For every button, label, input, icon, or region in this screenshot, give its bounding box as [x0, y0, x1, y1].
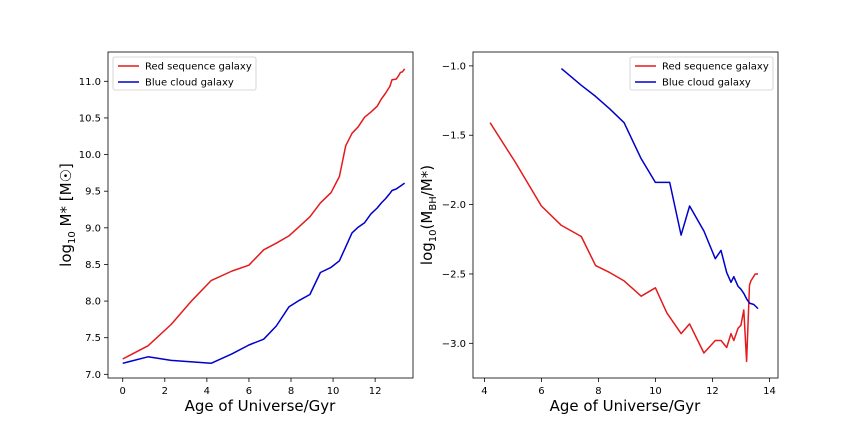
stellar-mass-x-tick-label: 12: [369, 386, 382, 397]
stellar-mass-y-tick-label: 7.0: [85, 370, 101, 381]
bh-ratio-series-lines: [489, 68, 759, 363]
stellar-mass-series-lines: [122, 68, 406, 365]
stellar-mass-y-ticks: 7.0 7.5 8.0 8.5 9.0 9.5 10.0 10.5 11.0: [79, 77, 108, 381]
stellar-mass-x-tick-label: 8: [288, 386, 294, 397]
bh-ratio-series-line-blue-cloud: [560, 68, 759, 310]
stellar-mass-y-tick-label: 11.0: [79, 77, 101, 88]
stellar-mass-y-tick-label: 10.5: [79, 113, 101, 124]
bh-ratio-x-tick-label: 14: [763, 386, 776, 397]
stellar-mass-series-line-red-sequence: [122, 68, 406, 360]
bh-ratio-y-tick-label: −2.5: [442, 269, 466, 280]
stellar-mass-x-tick-label: 10: [327, 386, 340, 397]
stellar-mass-legend-label-blue-cloud: Blue cloud galaxy: [145, 78, 234, 89]
stellar-mass-y-tick-label: 10.0: [79, 150, 101, 161]
stellar-mass-y-tick-label: 9.5: [85, 187, 101, 198]
stellar-mass-y-tick-label: 8.0: [85, 297, 101, 308]
bh-ratio-legend-label-red-sequence: Red sequence galaxy: [662, 62, 769, 73]
stellar-mass-x-tick-label: 6: [246, 386, 252, 397]
stellar-mass-y-axis-label: log10 M* [M☉]: [57, 163, 78, 267]
bh-ratio-plot-frame: [472, 51, 779, 379]
bh-ratio-x-tick-label: 8: [595, 386, 601, 397]
bh-ratio-y-ticks: −1.0 −1.5 −2.0 −2.5 −3.0: [442, 61, 473, 350]
bh-ratio-panel: 4 6 8 10 12 14 −1.0 −1.5 −2.0 −2.5 −3.0 Red seque…: [418, 51, 779, 415]
bh-ratio-legend: Red sequence galaxy Blue cloud galaxy: [629, 56, 774, 91]
stellar-mass-y-tick-label: 9.0: [85, 223, 101, 234]
bh-ratio-y-axis-label: log10(MBH/M*): [418, 165, 439, 265]
stellar-mass-panel: 0 2 4 6 8 10 12 7.0 7.5 8.0 8.5 9.0 9.5 10.0 10.5 11.0…: [57, 51, 414, 415]
stellar-mass-x-tick-label: 4: [204, 386, 210, 397]
bh-ratio-series-line-red-sequence: [489, 122, 758, 363]
bh-ratio-y-tick-label: −1.5: [442, 131, 466, 142]
bh-ratio-legend-box: [629, 56, 774, 91]
stellar-mass-legend: Red sequence galaxy Blue cloud galaxy: [112, 56, 257, 91]
stellar-mass-legend-box: [112, 56, 257, 91]
bh-ratio-legend-label-blue-cloud: Blue cloud galaxy: [662, 78, 751, 89]
bh-ratio-x-axis-label: Age of Universe/Gyr: [550, 397, 702, 415]
bh-ratio-x-tick-label: 4: [481, 386, 487, 397]
stellar-mass-series-line-blue-cloud: [122, 182, 406, 365]
stellar-mass-y-tick-label: 8.5: [85, 260, 101, 271]
bh-ratio-x-tick-label: 12: [706, 386, 719, 397]
stellar-mass-y-tick-label: 7.5: [85, 333, 101, 344]
bh-ratio-y-tick-label: −1.0: [442, 61, 466, 72]
bh-ratio-y-tick-label: −3.0: [442, 339, 466, 350]
bh-ratio-x-tick-label: 10: [649, 386, 662, 397]
stellar-mass-x-ticks: 0 2 4 6 8 10 12: [120, 378, 382, 397]
stellar-mass-legend-label-red-sequence: Red sequence galaxy: [145, 62, 252, 73]
stellar-mass-x-tick-label: 0: [120, 386, 126, 397]
bh-ratio-x-ticks: 4 6 8 10 12 14: [481, 378, 776, 397]
bh-ratio-x-tick-label: 6: [538, 386, 544, 397]
stellar-mass-x-axis-label: Age of Universe/Gyr: [185, 397, 337, 415]
bh-ratio-y-tick-label: −2.0: [442, 200, 466, 211]
stellar-mass-x-tick-label: 2: [162, 386, 168, 397]
stellar-mass-plot-frame: [107, 51, 414, 379]
